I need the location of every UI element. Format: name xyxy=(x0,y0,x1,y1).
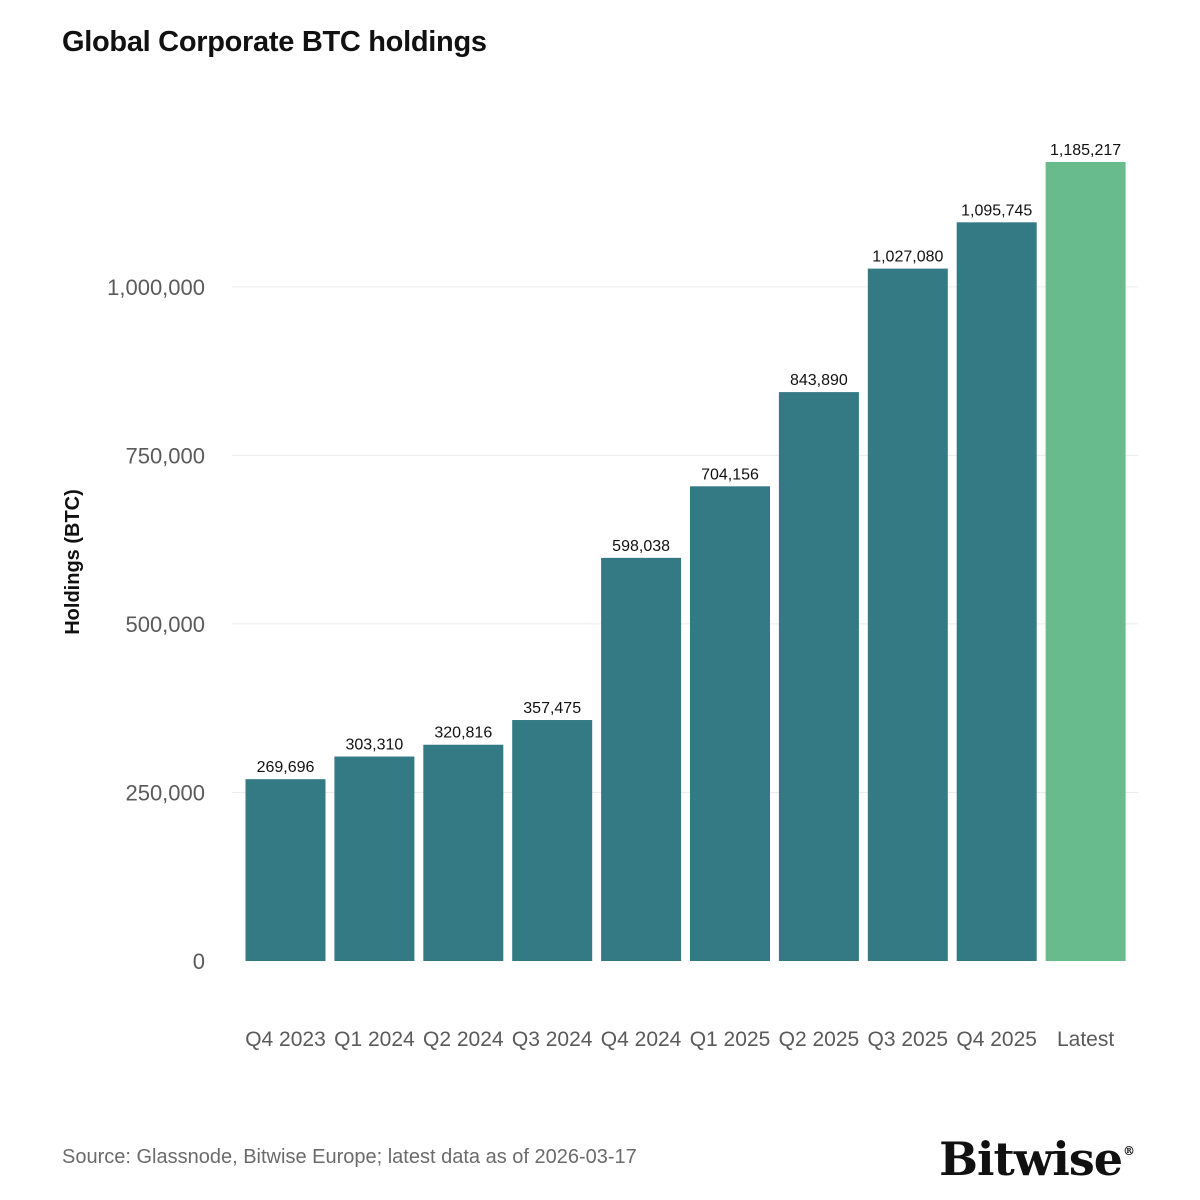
bar xyxy=(1045,162,1126,961)
bar xyxy=(334,756,415,961)
value-label: 269,696 xyxy=(257,759,315,776)
x-tick-label: Q3 2025 xyxy=(868,1028,949,1051)
value-label: 357,475 xyxy=(523,700,581,717)
x-tick-label: Q2 2024 xyxy=(423,1028,504,1051)
y-tick-label: 250,000 xyxy=(125,780,205,805)
bar xyxy=(956,222,1037,962)
y-tick-label: 1,000,000 xyxy=(107,275,205,300)
x-tick-label: Q2 2025 xyxy=(779,1028,860,1051)
bar xyxy=(245,779,326,961)
value-label: 303,310 xyxy=(345,737,403,754)
y-axis-tick-labels: 0 250,000 500,000 750,000 1,000,000 xyxy=(107,275,205,974)
bar xyxy=(778,392,859,961)
y-tick-label: 750,000 xyxy=(125,443,205,468)
value-label: 704,156 xyxy=(701,466,759,483)
value-label: 1,185,217 xyxy=(1050,142,1121,159)
bars xyxy=(245,162,1126,962)
x-tick-label: Latest xyxy=(1057,1028,1114,1051)
value-label: 1,027,080 xyxy=(872,249,943,266)
x-tick-label: Q4 2025 xyxy=(956,1028,1037,1051)
bitwise-logo: Bitwise® xyxy=(939,1132,1135,1186)
bar xyxy=(867,268,948,961)
value-label: 598,038 xyxy=(612,538,670,555)
x-tick-label: Q3 2024 xyxy=(512,1028,593,1051)
value-label: 843,890 xyxy=(790,372,848,389)
y-axis-label: Holdings (BTC) xyxy=(62,489,84,635)
y-tick-label: 500,000 xyxy=(125,612,205,637)
bar xyxy=(690,486,770,961)
bar xyxy=(512,720,593,961)
value-label: 1,095,745 xyxy=(961,202,1032,219)
x-tick-label: Q1 2025 xyxy=(690,1028,771,1051)
chart-title: Global Corporate BTC holdings xyxy=(62,26,487,58)
x-tick-label: Q1 2024 xyxy=(334,1028,415,1051)
value-label: 320,816 xyxy=(434,725,492,742)
source-note: Source: Glassnode, Bitwise Europe; lates… xyxy=(62,1146,637,1168)
x-axis-tick-labels: Q4 2023 Q1 2024 Q2 2024 Q3 2024 Q4 2024 Q1 20… xyxy=(245,1028,1114,1051)
bar xyxy=(423,744,504,961)
value-labels: 269,696 303,310 320,816 357,475 598,038 704,1… xyxy=(257,142,1122,776)
registered-mark: ® xyxy=(1123,1144,1135,1158)
x-tick-label: Q4 2023 xyxy=(245,1028,326,1051)
brand-name: Bitwise xyxy=(939,1132,1123,1186)
y-tick-label: 0 xyxy=(193,949,205,974)
bar xyxy=(601,557,682,961)
x-tick-label: Q4 2024 xyxy=(601,1028,682,1051)
